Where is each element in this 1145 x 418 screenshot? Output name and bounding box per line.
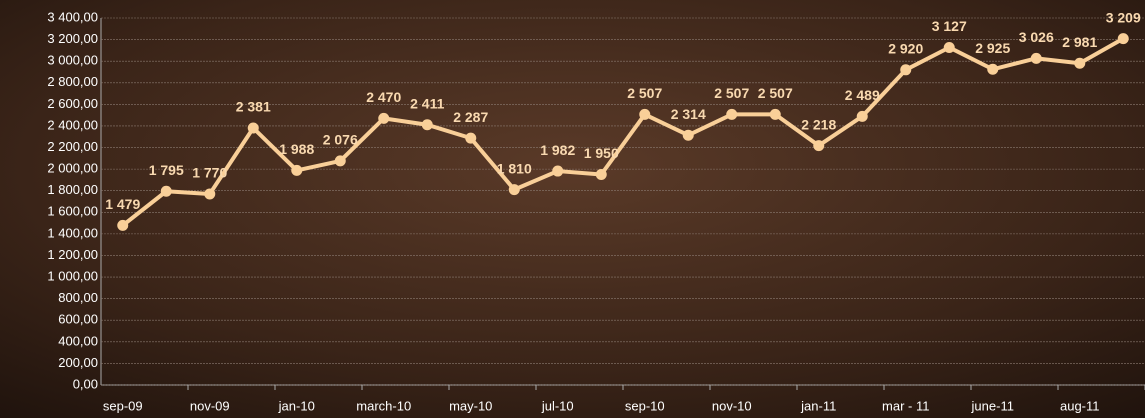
value-label: 2 981 — [1062, 34, 1097, 50]
value-label: 2 314 — [671, 106, 706, 122]
point — [944, 42, 955, 53]
x-tick-label: aug-11 — [1060, 398, 1100, 413]
x-tick-label: jul-10 — [541, 398, 574, 413]
value-label: 2 218 — [801, 116, 836, 132]
y-tick-label: 800,00 — [58, 290, 98, 305]
value-label: 1 795 — [149, 162, 184, 178]
y-tick-label: 1 800,00 — [47, 182, 98, 197]
x-tick-label: nov-09 — [190, 398, 230, 413]
point — [335, 155, 346, 166]
x-tick-label: may-10 — [449, 398, 492, 413]
y-tick-label: 400,00 — [58, 333, 98, 348]
y-tick-label: 2 400,00 — [47, 117, 98, 132]
x-tick-label: june-11 — [971, 398, 1014, 413]
value-label: 1 770 — [192, 165, 227, 181]
point — [248, 122, 259, 133]
x-tick-label: mar - 11 — [882, 398, 929, 413]
value-label: 2 507 — [758, 85, 793, 101]
y-tick-label: 1 200,00 — [47, 247, 98, 262]
y-tick-label: 2 800,00 — [47, 74, 98, 89]
value-label: 1 479 — [105, 196, 140, 212]
x-tick-label: jan-11 — [800, 398, 836, 413]
value-label: 2 925 — [975, 40, 1010, 56]
value-label: 3 209 — [1106, 9, 1141, 25]
y-tick-label: 600,00 — [58, 312, 98, 327]
value-label: 1 810 — [497, 160, 532, 176]
value-label: 3 127 — [932, 18, 967, 34]
x-tick-label: sep-10 — [625, 398, 665, 413]
value-label: 2 507 — [714, 85, 749, 101]
y-tick-label: 3 200,00 — [47, 31, 98, 46]
y-tick-label: 2 200,00 — [47, 139, 98, 154]
x-tick-label: sep-09 — [103, 398, 143, 413]
point — [204, 188, 215, 199]
point — [813, 140, 824, 151]
y-tick-label: 1 600,00 — [47, 204, 98, 219]
point — [465, 133, 476, 144]
point — [596, 169, 607, 180]
point — [1118, 33, 1129, 44]
y-tick-label: 2 600,00 — [47, 96, 98, 111]
point — [900, 64, 911, 75]
y-tick-label: 1 400,00 — [47, 225, 98, 240]
y-tick-label: 3 000,00 — [47, 53, 98, 68]
value-label: 2 381 — [236, 99, 271, 115]
point — [291, 165, 302, 176]
chart: 0,00 200,00 400,00 600,00 800,00 1 000,00 1 20… — [0, 0, 1145, 418]
value-label: 1 950 — [584, 145, 619, 161]
point — [1074, 58, 1085, 69]
point — [987, 64, 998, 75]
point — [422, 119, 433, 130]
value-label: 2 920 — [888, 41, 923, 57]
point — [509, 184, 520, 195]
value-label: 2 287 — [453, 109, 488, 125]
point — [378, 113, 389, 124]
point — [552, 166, 563, 177]
x-tick-label: jan-10 — [278, 398, 315, 413]
value-label: 1 982 — [540, 142, 575, 158]
y-tick-label: 3 400,00 — [47, 9, 98, 24]
x-tick-label: march-10 — [356, 398, 411, 413]
background — [0, 0, 1145, 418]
y-tick-label: 1 000,00 — [47, 268, 98, 283]
y-tick-label: 0,00 — [73, 376, 98, 391]
x-tick-label: nov-10 — [712, 398, 752, 413]
value-label: 2 411 — [410, 95, 444, 111]
point — [726, 109, 737, 120]
y-tick-label: 2 000,00 — [47, 161, 98, 176]
value-label: 3 026 — [1019, 29, 1054, 45]
value-label: 2 470 — [366, 89, 401, 105]
y-tick-label: 200,00 — [58, 355, 98, 370]
point — [857, 111, 868, 122]
value-label: 2 489 — [845, 87, 880, 103]
value-label: 1 988 — [279, 141, 314, 157]
point — [161, 186, 172, 197]
point — [639, 109, 650, 120]
point — [683, 130, 694, 141]
point — [117, 220, 128, 231]
value-label: 2 076 — [323, 132, 358, 148]
point — [770, 109, 781, 120]
point — [1031, 53, 1042, 64]
value-label: 2 507 — [627, 85, 662, 101]
